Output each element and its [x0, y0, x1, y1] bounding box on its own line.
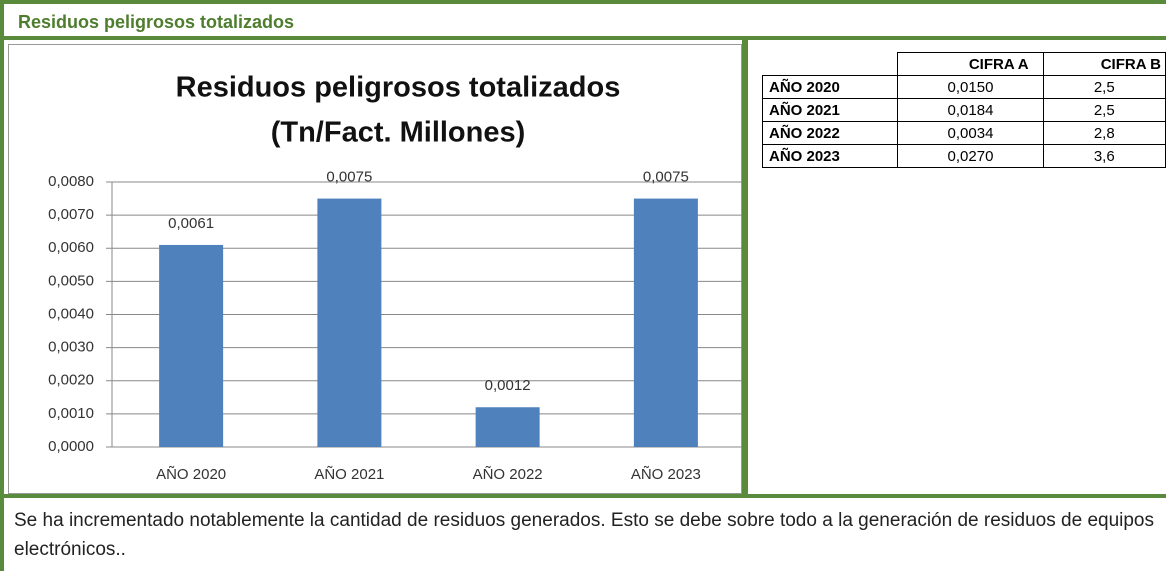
table-row: AÑO 2020 0,0150 2,5: [761, 75, 1166, 99]
data-table: CIFRA A CIFRA B AÑO 2020 0,0150 2,5 AÑO 202…: [761, 52, 1166, 168]
table-row: AÑO 2021 0,0184 2,5: [761, 98, 1166, 122]
row-header: AÑO 2020: [761, 75, 899, 99]
divider: [742, 40, 748, 497]
chart-title: (Tn/Fact. Millones): [271, 117, 526, 149]
table-header: CIFRA A CIFRA B: [762, 52, 1166, 76]
y-tick-label: 0,0040: [48, 305, 94, 322]
bar: [317, 198, 382, 447]
data-label: 0,0061: [168, 215, 214, 232]
table-cell: 0,0184: [897, 98, 1044, 122]
column-header: CIFRA A: [897, 52, 1044, 76]
comment: Se ha incrementado notablemente la canti…: [14, 510, 1154, 560]
x-tick-label: AÑO 2022: [473, 466, 543, 483]
bar: [159, 244, 224, 447]
x-tick-label: AÑO 2021: [314, 466, 384, 483]
bar: [475, 407, 540, 447]
y-tick-label: 0,0000: [48, 438, 94, 455]
chart: Residuos peligrosos totalizados (Tn/Fact…: [8, 44, 742, 494]
y-tick-label: 0,0080: [48, 173, 94, 190]
table-cell: 0,0270: [897, 144, 1044, 168]
table-cell: 3,6: [1042, 144, 1166, 168]
frame: [0, 0, 1166, 497]
table-cell: 0,0150: [897, 75, 1044, 99]
row-header: AÑO 2021: [761, 98, 899, 122]
table-cell: 2,5: [1042, 98, 1166, 122]
divider: [0, 494, 1166, 498]
y-tick-label: 0,0020: [48, 372, 94, 389]
table-cell: 2,5: [1042, 75, 1166, 99]
table-cell: 2,8: [1042, 121, 1166, 145]
chart-title: Residuos peligrosos totalizados: [176, 72, 621, 104]
y-tick-label: 0,0060: [48, 239, 94, 256]
data-label: 0,0075: [643, 169, 689, 186]
bar: [633, 198, 698, 447]
x-tick-label: AÑO 2020: [156, 466, 226, 483]
data-label: 0,0075: [326, 169, 372, 186]
table-row: AÑO 2023 0,0270 3,6: [761, 144, 1166, 168]
divider: [0, 498, 4, 571]
y-tick-label: 0,0030: [48, 339, 94, 356]
y-tick-label: 0,0010: [48, 405, 94, 422]
section-title: Residuos peligrosos totalizados: [4, 4, 1166, 40]
empty-cell: [762, 52, 899, 76]
row-header: AÑO 2023: [761, 144, 899, 168]
row-header: AÑO 2022: [761, 121, 899, 145]
x-tick-label: AÑO 2023: [631, 466, 701, 483]
y-tick-label: 0,0050: [48, 272, 94, 289]
data-label: 0,0012: [485, 377, 531, 394]
table-cell: 0,0034: [897, 121, 1044, 145]
table-row: AÑO 2022 0,0034 2,8: [761, 121, 1166, 145]
y-tick-label: 0,0070: [48, 206, 94, 223]
column-header: CIFRA B: [1042, 52, 1166, 76]
